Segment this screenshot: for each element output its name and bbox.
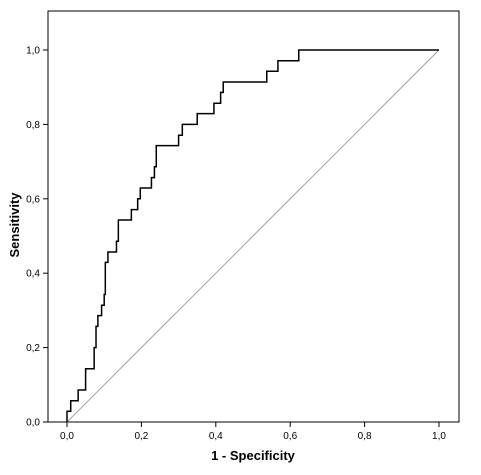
- x-tick-label: 1,0: [432, 431, 446, 442]
- x-axis-title: 1 - Specificity: [211, 448, 296, 463]
- y-tick-label: 0,2: [26, 343, 40, 354]
- y-tick-label: 0,6: [26, 194, 40, 205]
- series-layer: [66, 49, 440, 423]
- y-tick-label: 0,4: [26, 269, 40, 280]
- x-tick-label: 0,0: [60, 431, 74, 442]
- x-axis: 0,0 0,2 0,4 0,6 0,8 1,0: [60, 422, 446, 442]
- x-tick-label: 0,2: [134, 431, 148, 442]
- y-tick-label: 0,0: [26, 418, 40, 429]
- y-axis-title: Sensitivity: [7, 192, 22, 258]
- y-tick-label: 0,8: [26, 120, 40, 131]
- y-axis: 0,0 0,2 0,4 0,6 0,8 1,0: [26, 46, 48, 429]
- x-tick-label: 0,6: [283, 431, 297, 442]
- reference-diagonal: [66, 49, 440, 423]
- x-tick-label: 0,4: [209, 431, 223, 442]
- roc-curve: [66, 49, 439, 422]
- y-tick-label: 1,0: [26, 46, 40, 57]
- x-tick-label: 0,8: [358, 431, 372, 442]
- plot-frame: [47, 10, 460, 423]
